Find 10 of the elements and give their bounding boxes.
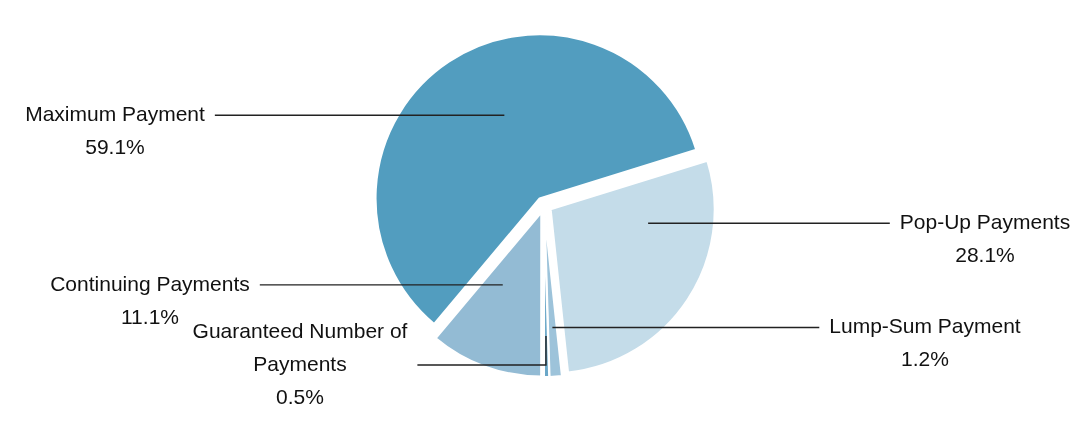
slice-label: Pop-Up Payments bbox=[899, 209, 1071, 233]
slice-label: Continuing Payments bbox=[50, 271, 250, 295]
slice-label: Guaranteed Number of Payments bbox=[192, 318, 408, 375]
slice-label: Lump-Sum Payment bbox=[829, 314, 1021, 338]
slice-label: Maximum Payment bbox=[25, 102, 206, 126]
data-label: 11.1% bbox=[121, 304, 179, 328]
data-label: 1.2% bbox=[901, 347, 949, 371]
data-label: 0.5% bbox=[276, 384, 324, 408]
data-label: 28.1% bbox=[955, 242, 1015, 266]
data-label: 59.1% bbox=[85, 135, 145, 159]
